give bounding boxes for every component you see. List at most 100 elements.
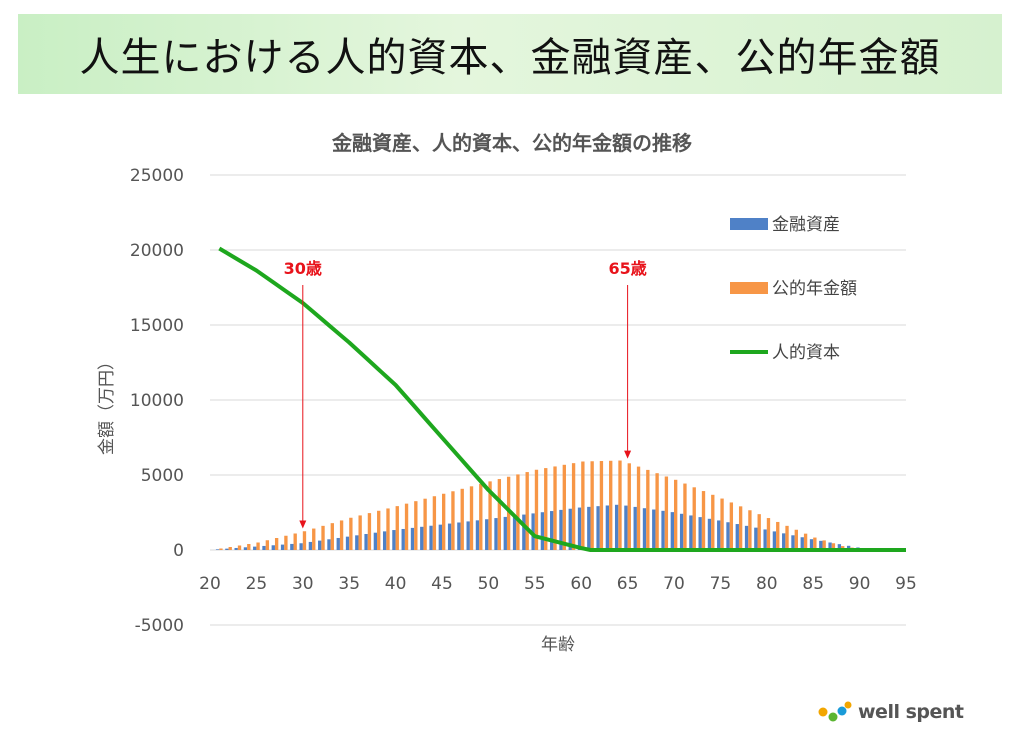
bar-nenkin-70 xyxy=(674,479,678,550)
bar-nenkin-83 xyxy=(794,529,798,550)
bar-kinyu-30 xyxy=(299,543,303,550)
bar-nenkin-54 xyxy=(525,472,529,550)
bar-kinyu-23 xyxy=(234,547,238,550)
bar-nenkin-32 xyxy=(321,525,325,550)
bar-kinyu-51 xyxy=(494,518,498,550)
tick-labels: -5000 0 5000 10000 15000 20000 25000 20 25 30 35 40… xyxy=(130,166,917,636)
brand-logo: well spent xyxy=(818,700,964,724)
bar-nenkin-48 xyxy=(469,486,474,550)
bar-nenkin-52 xyxy=(506,476,511,550)
x-tick-40: 40 xyxy=(385,574,407,594)
bar-nenkin-69 xyxy=(664,476,669,550)
bar-kinyu-76 xyxy=(726,522,730,550)
bar-kinyu-42 xyxy=(410,527,415,550)
bar-nenkin-53 xyxy=(516,474,520,550)
bar-nenkin-33 xyxy=(330,523,334,550)
bar-nenkin-63 xyxy=(609,460,613,550)
bar-nenkin-36 xyxy=(358,515,362,550)
bar-kinyu-56 xyxy=(540,512,545,550)
bar-nenkin-82 xyxy=(785,525,789,550)
bar-kinyu-34 xyxy=(336,537,340,550)
annotation-arrowhead-30 xyxy=(299,520,307,529)
bar-kinyu-85 xyxy=(809,539,814,550)
x-tick-70: 70 xyxy=(663,574,685,594)
bar-nenkin-72 xyxy=(692,487,696,550)
title-banner: 人生における人的資本、金融資産、公的年金額 xyxy=(18,14,1002,94)
bar-nenkin-86 xyxy=(822,540,826,550)
legend-swatch-0 xyxy=(730,218,768,230)
bar-nenkin-84 xyxy=(803,533,808,550)
bar-kinyu-54 xyxy=(522,514,526,550)
bar-kinyu-58 xyxy=(559,509,563,550)
bar-nenkin-77 xyxy=(738,506,743,550)
bar-kinyu-64 xyxy=(614,504,619,550)
bar-nenkin-55 xyxy=(534,469,539,550)
bar-kinyu-88 xyxy=(837,544,842,550)
bar-kinyu-72 xyxy=(689,515,693,550)
bar-kinyu-83 xyxy=(791,535,795,550)
bar-kinyu-43 xyxy=(420,526,424,550)
x-tick-55: 55 xyxy=(524,574,546,594)
x-tick-50: 50 xyxy=(478,574,500,594)
bar-kinyu-50 xyxy=(485,519,489,550)
x-tick-80: 80 xyxy=(756,574,778,594)
bar-kinyu-21 xyxy=(215,549,220,550)
bar-kinyu-70 xyxy=(670,512,674,550)
bar-nenkin-26 xyxy=(265,540,270,550)
annotation-label-30: 30歳 xyxy=(284,259,322,278)
bar-nenkin-66 xyxy=(636,466,641,550)
line-jinteki xyxy=(218,246,906,552)
x-tick-75: 75 xyxy=(710,574,732,594)
bar-nenkin-45 xyxy=(442,493,446,550)
bar-kinyu-49 xyxy=(475,520,480,550)
bar-kinyu-55 xyxy=(531,513,535,550)
annotation-label-65: 65歳 xyxy=(608,259,646,278)
bar-nenkin-24 xyxy=(247,544,251,550)
bar-nenkin-58 xyxy=(562,464,566,550)
bar-kinyu-45 xyxy=(438,524,442,550)
bar-nenkin-37 xyxy=(367,513,372,550)
legend-label-1: 公的年金額 xyxy=(772,279,857,299)
bar-nenkin-29 xyxy=(293,533,297,550)
x-tick-95: 95 xyxy=(895,574,917,594)
bar-nenkin-31 xyxy=(312,528,316,550)
bar-nenkin-57 xyxy=(553,466,557,550)
bar-nenkin-87 xyxy=(831,543,836,550)
bar-nenkin-50 xyxy=(488,481,492,550)
chart-svg: 金融資産、人的資本、公的年金額の推移 -5000 0 5000 10000 15000 2… xyxy=(97,131,917,655)
x-tick-20: 20 xyxy=(199,574,221,594)
x-tick-25: 25 xyxy=(246,574,268,594)
y-tick-15000: 15000 xyxy=(130,316,184,336)
annotations: 30歳 65歳 xyxy=(284,259,647,529)
x-tick-45: 45 xyxy=(431,574,453,594)
bar-nenkin-22 xyxy=(228,547,232,550)
bar-kinyu-62 xyxy=(596,506,600,550)
bar-nenkin-76 xyxy=(729,502,734,550)
bar-nenkin-78 xyxy=(748,510,752,550)
bar-kinyu-78 xyxy=(744,525,749,550)
line-series xyxy=(218,246,906,552)
bar-nenkin-44 xyxy=(432,496,437,550)
bar-kinyu-81 xyxy=(772,531,777,550)
bar-nenkin-21 xyxy=(219,548,223,550)
bar-nenkin-81 xyxy=(776,521,780,550)
bar-nenkin-56 xyxy=(544,468,548,550)
legend-label-2: 人的資本 xyxy=(772,343,840,363)
y-axis-label: 金額（万円） xyxy=(97,353,117,455)
bar-kinyu-41 xyxy=(401,528,405,550)
bar-kinyu-61 xyxy=(587,506,591,550)
bar-kinyu-37 xyxy=(364,534,368,550)
bar-kinyu-79 xyxy=(754,527,758,550)
chart-title: 金融資産、人的資本、公的年金額の推移 xyxy=(331,131,692,155)
x-tick-90: 90 xyxy=(849,574,871,594)
bar-nenkin-80 xyxy=(766,518,771,550)
y-tick--5000: -5000 xyxy=(135,616,184,636)
bar-kinyu-39 xyxy=(382,531,387,550)
bar-nenkin-74 xyxy=(711,494,715,550)
bar-nenkin-61 xyxy=(590,461,594,550)
bar-kinyu-38 xyxy=(373,532,378,550)
bar-nenkin-75 xyxy=(720,498,724,550)
bar-nenkin-60 xyxy=(581,461,585,550)
bar-kinyu-60 xyxy=(577,507,582,550)
bar-kinyu-26 xyxy=(262,545,266,550)
